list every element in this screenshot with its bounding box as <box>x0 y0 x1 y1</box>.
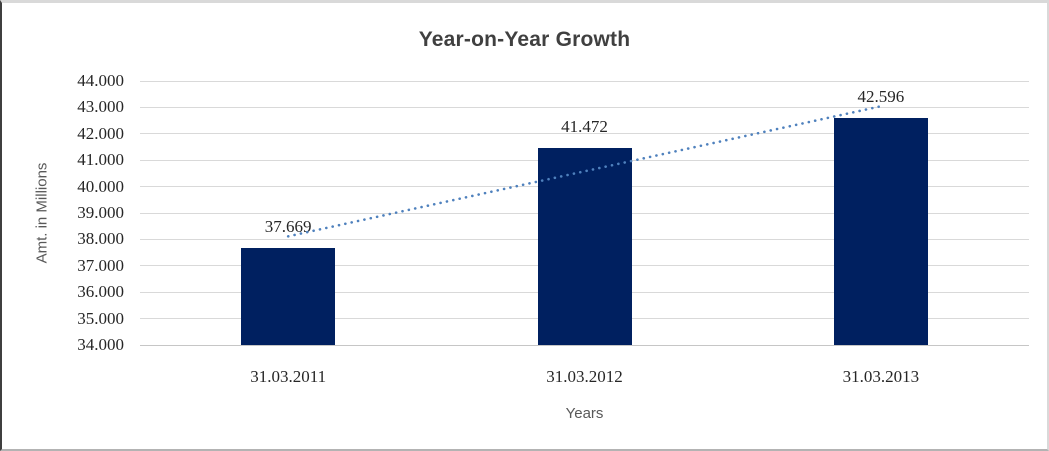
y-axis-tick-label: 42.000 <box>77 123 124 143</box>
data-label: 42.596 <box>857 87 905 107</box>
x-axis-line <box>140 344 1029 346</box>
gridline <box>140 106 1029 108</box>
gridline <box>140 133 1029 135</box>
x-axis-category-label: 31.03.2012 <box>546 367 623 386</box>
y-axis-tick-label: 41.000 <box>77 150 124 170</box>
y-axis-tick-label: 44.000 <box>77 71 124 90</box>
bar-31.03.2012[interactable] <box>537 147 632 345</box>
bar-31.03.2011[interactable] <box>241 248 336 345</box>
data-label: 37.669 <box>264 217 312 237</box>
x-axis-category-label: 31.03.2011 <box>250 367 327 386</box>
x-axis-category-label: 31.03.2013 <box>842 367 920 386</box>
gridline <box>140 80 1029 82</box>
y-axis-tick-label: 40.000 <box>77 176 124 196</box>
y-axis-tick-label: 36.000 <box>77 282 124 302</box>
y-axis-tick-label: 38.000 <box>77 229 124 249</box>
x-axis-title: Years <box>565 405 604 422</box>
y-axis-tick-label: 34.000 <box>77 335 124 354</box>
bar-31.03.2013[interactable] <box>833 118 928 345</box>
chart-title: Year-on-Year Growth <box>418 28 631 51</box>
data-label: 41.472 <box>561 116 608 136</box>
y-axis-tick-label: 39.000 <box>77 203 124 222</box>
y-axis-tick-label: 35.000 <box>77 308 124 328</box>
y-axis-tick-label: 37.000 <box>77 255 124 275</box>
y-axis-tick-label: 43.000 <box>77 97 124 117</box>
